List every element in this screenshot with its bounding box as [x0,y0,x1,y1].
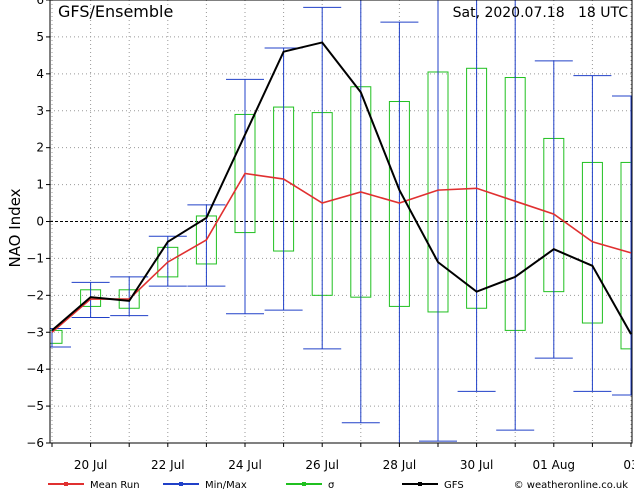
legend-label: GFS [444,480,464,490]
legend-marker [302,482,306,486]
y-tick-label: −4 [26,362,44,376]
y-tick-label: −2 [26,288,44,302]
y-tick-label: 3 [36,104,44,118]
series-line-gfs [51,41,632,335]
legend-label: σ [328,480,335,490]
y-tick-labels: −6 −5 −4 −3 −2 −1 0 1 2 3 4 5 6 [26,0,50,450]
series-lines [51,41,632,335]
series-line-mean-run [51,172,632,333]
x-tick-label: 03 [623,458,634,472]
x-tick-label: 30 Jul [460,458,494,472]
y-tick-label: 6 [36,0,44,7]
y-tick-label: 5 [36,30,44,44]
y-tick-label: 1 [36,178,44,192]
grid-lines [50,0,632,443]
x-tick-label: 01 Aug [533,458,576,472]
y-tick-label: −5 [26,399,44,413]
x-tick-labels: 20 Jul 22 Jul 24 Jul 26 Jul 28 Jul 30 Jul 01 A… [51,443,634,472]
y-tick-label: 2 [36,141,44,155]
x-tick-label: 26 Jul [305,458,339,472]
legend-marker [64,482,68,486]
credit-text: © weatheronline.co.uk [514,480,629,490]
x-tick-label: 22 Jul [151,458,185,472]
y-tick-label: −3 [26,325,44,339]
legend-label: Mean Run [90,480,140,490]
y-tick-label: −1 [26,251,44,265]
y-tick-label: −6 [26,436,44,450]
run-label: Sat, 2020.07.18 18 UTC [453,5,629,21]
chart-title: GFS/Ensemble [58,2,173,21]
minmax-bars [50,0,632,443]
y-tick-label: 0 [36,215,44,229]
legend-marker [418,482,422,486]
x-tick-label: 24 Jul [228,458,262,472]
y-axis-label: NAO Index [6,188,24,267]
x-tick-label: 28 Jul [383,458,417,472]
legend: Mean Run Min/Max σ GFS [48,480,464,490]
x-tick-label: 20 Jul [74,458,108,472]
legend-marker [179,482,183,486]
y-tick-label: 4 [36,67,44,81]
legend-label: Min/Max [205,480,247,490]
